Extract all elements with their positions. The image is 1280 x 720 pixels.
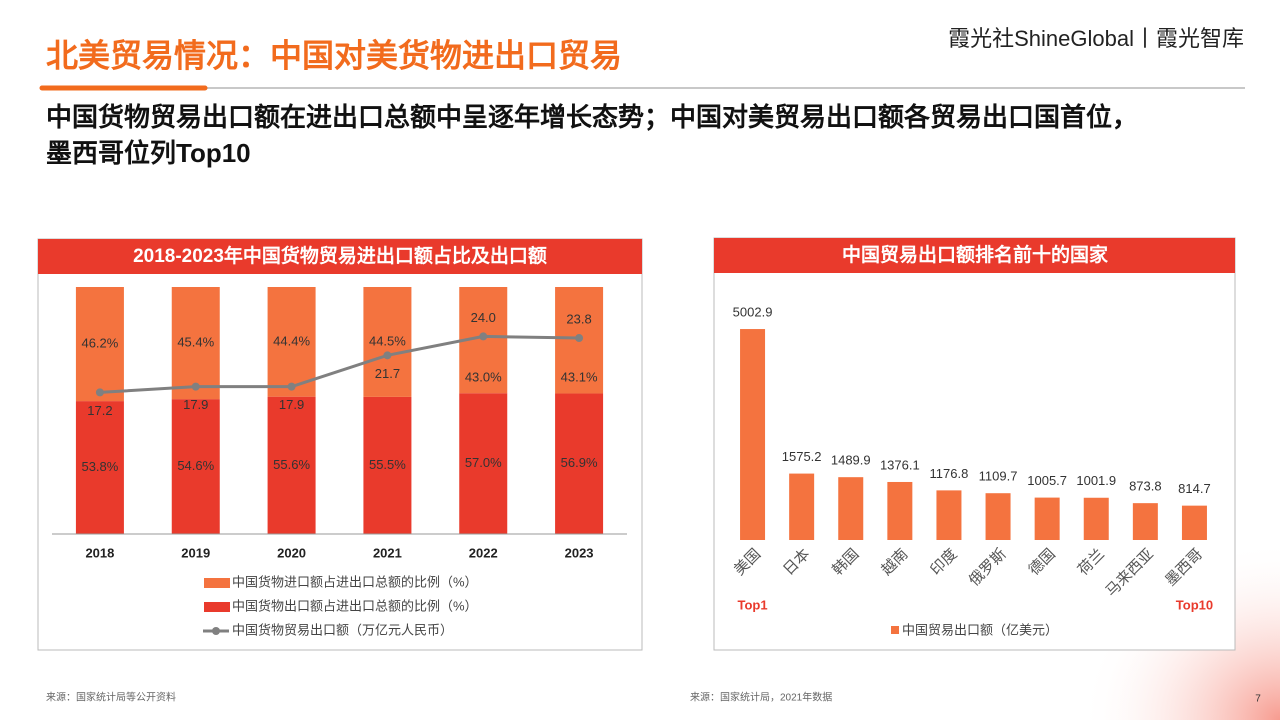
subtitle-line: 墨西哥位列Top10 [46, 138, 251, 168]
subtitle-line: 中国货物贸易出口额在进出口总额中呈逐年增长态势；中国对美贸易出口额各贸易出口国首… [46, 102, 1138, 132]
line-point [479, 332, 488, 341]
bar-segment [555, 393, 604, 534]
data-label: 46.2% [81, 335, 118, 350]
logo: 霞光社ShineGlobal丨霞光智库 [948, 26, 1244, 51]
data-label: 56.9% [561, 455, 598, 470]
page-number: 7 [1255, 694, 1261, 705]
data-label: 55.6% [273, 457, 310, 472]
line-point [191, 382, 200, 391]
chart-title-bar [38, 239, 642, 274]
bar-segment [171, 399, 220, 534]
data-label: 1176.8 [930, 466, 969, 481]
line-point [383, 351, 392, 360]
data-label: 5002.9 [733, 304, 773, 319]
legend-swatch [891, 626, 899, 634]
annotation: Top10 [1176, 597, 1213, 612]
data-label: 17.2 [87, 403, 112, 418]
x-tick-label: 2020 [277, 545, 306, 560]
x-tick-label: 2023 [565, 545, 594, 560]
bar-segment [267, 287, 316, 397]
data-label: 1376.1 [880, 457, 920, 472]
bar [985, 493, 1011, 540]
data-label: 44.4% [273, 333, 310, 348]
bar-segment [75, 401, 124, 534]
data-label: 873.8 [1129, 479, 1162, 494]
bar-segment [459, 393, 508, 534]
legend-label: 中国货物出口额占进出口总额的比例（%） [232, 598, 478, 613]
legend-label: 中国贸易出口额（亿美元） [902, 622, 1058, 637]
bar-segment [363, 287, 412, 397]
bar [740, 329, 766, 540]
chart-panel [37, 238, 643, 651]
data-label: 17.9 [183, 397, 208, 412]
chart-title: 2018-2023年中国货物贸易进出口额占比及出口额 [133, 244, 547, 267]
data-label: 1575.2 [782, 449, 822, 464]
bar [887, 481, 913, 540]
data-label: 44.5% [369, 333, 406, 348]
page-title: 北美贸易情况：中国对美货物进出口贸易 [46, 37, 622, 73]
line [99, 334, 580, 394]
bar [789, 473, 815, 540]
bar-segment [363, 396, 412, 534]
bar-segment [171, 287, 220, 400]
bar [1034, 497, 1060, 540]
legend-swatch [212, 627, 220, 635]
line-point [287, 382, 296, 391]
bar [838, 477, 864, 540]
data-label: 43.0% [465, 370, 502, 385]
bar-segment [75, 287, 124, 402]
source-note: 来源：国家统计局等公开资料 [46, 691, 176, 704]
chart-title: 中国贸易出口额排名前十的国家 [842, 243, 1109, 266]
data-label: 1005.7 [1027, 473, 1067, 488]
data-label: 814.7 [1178, 481, 1211, 496]
data-label: 1001.9 [1076, 473, 1116, 488]
data-label: 57.0% [465, 455, 502, 470]
data-label: 45.4% [177, 335, 214, 350]
data-label: 43.1% [561, 370, 598, 385]
data-label: 53.8% [81, 459, 118, 474]
chart-title-bar [714, 238, 1235, 273]
bar-segment [267, 396, 316, 534]
data-label: 55.5% [369, 457, 406, 472]
data-label: 17.9 [279, 397, 304, 412]
data-label: 24.0 [471, 310, 496, 325]
legend-label: 中国货物贸易出口额（万亿元人民币） [232, 622, 453, 637]
chart-panel [713, 237, 1236, 651]
bar [1181, 505, 1207, 540]
x-tick-label: 2019 [181, 545, 210, 560]
data-label: 54.6% [177, 458, 214, 473]
data-label: 1489.9 [831, 453, 871, 468]
annotation: Top1 [738, 597, 768, 612]
bar [936, 490, 962, 540]
source-note: 来源：国家统计局，2021年数据 [690, 691, 832, 704]
data-label: 23.8 [566, 311, 591, 326]
legend-swatch [204, 578, 230, 588]
line-point [95, 388, 104, 397]
bar [1083, 497, 1109, 540]
line-point [575, 334, 584, 343]
legend-swatch [204, 602, 230, 612]
bar [1132, 503, 1158, 540]
data-label: 1109.7 [979, 469, 1018, 484]
legend-label: 中国货物进口额占进出口总额的比例（%） [232, 574, 478, 589]
data-label: 21.7 [375, 366, 400, 381]
x-tick-label: 2021 [373, 545, 402, 560]
x-tick-label: 2018 [85, 545, 114, 560]
x-tick-label: 2022 [469, 545, 498, 560]
